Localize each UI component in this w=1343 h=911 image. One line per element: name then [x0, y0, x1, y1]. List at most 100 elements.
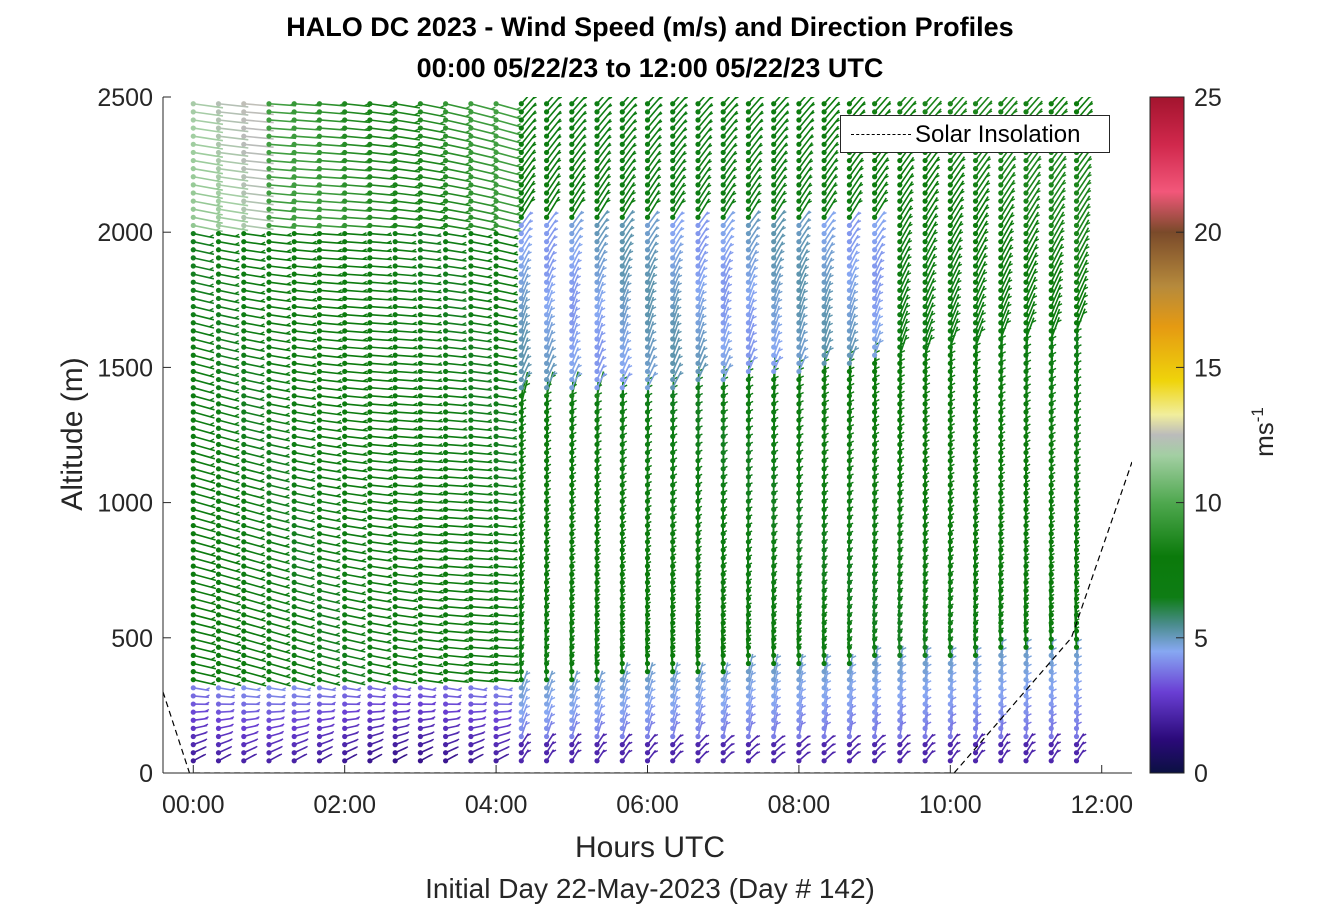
wind-barb — [268, 346, 291, 352]
wind-barb-dot — [190, 385, 196, 391]
wind-barb-dot — [190, 157, 196, 164]
wind-barb-dot — [543, 531, 550, 537]
wind-barb — [268, 654, 291, 663]
wind-barb-dot — [442, 279, 449, 285]
wind-barb-flag — [259, 339, 265, 343]
wind-barb-flag — [438, 638, 443, 642]
wind-barb — [445, 240, 467, 246]
wind-barb-dot — [543, 157, 550, 164]
wind-barb-dot — [316, 125, 323, 131]
wind-barb-flag — [412, 622, 418, 627]
wind-barb — [445, 111, 472, 119]
wind-barb-dot — [392, 247, 398, 253]
wind-barb-flag — [310, 453, 316, 457]
wind-barb-dot — [442, 506, 449, 512]
wind-barb-dot — [594, 271, 600, 277]
wind-barb — [268, 484, 290, 491]
wind-barb-dot — [619, 750, 625, 756]
wind-barb — [268, 305, 292, 311]
wind-barb-dot — [543, 693, 550, 699]
wind-barb-flag — [436, 297, 442, 301]
wind-barb-dot — [367, 409, 373, 415]
wind-barb-dot — [468, 628, 474, 634]
wind-barb — [294, 532, 315, 540]
wind-barb-flag — [405, 708, 411, 713]
wind-barb-flag — [436, 337, 442, 342]
wind-barb-flag — [438, 556, 443, 561]
wind-barb — [218, 257, 240, 263]
wind-barb-flag — [436, 265, 442, 269]
wind-barb-flag — [311, 289, 317, 293]
wind-barb-dot — [316, 693, 323, 699]
wind-barb-dot — [342, 125, 348, 131]
wind-barb-dot — [316, 498, 323, 504]
wind-barb-flag — [439, 113, 445, 117]
wind-barb — [193, 232, 215, 239]
wind-barb-flag — [234, 348, 239, 352]
wind-barb-dot — [493, 255, 499, 261]
wind-barb-dot — [569, 482, 575, 488]
wind-barb-dot — [266, 247, 272, 253]
wind-barb-dot — [442, 677, 449, 683]
wind-barb-dot — [266, 595, 272, 602]
wind-barb — [243, 630, 266, 639]
wind-barb-dot — [291, 376, 297, 383]
wind-barb-flag — [281, 701, 286, 705]
wind-barb — [294, 184, 322, 188]
wind-barb-dot — [190, 360, 196, 366]
wind-barb-dot — [695, 733, 701, 740]
wind-barb-flag — [386, 623, 392, 627]
wind-barb-dot — [342, 206, 348, 212]
wind-barb-flag — [311, 363, 316, 367]
wind-barb-dot — [316, 725, 323, 731]
wind-barb-dot — [417, 141, 423, 147]
wind-barb — [319, 135, 346, 139]
wind-barb-dot — [291, 101, 297, 107]
wind-barb-dot — [190, 376, 196, 383]
wind-barb-flag — [360, 623, 366, 628]
wind-barb-dot — [518, 547, 524, 553]
wind-barb-dot — [241, 449, 247, 456]
wind-barb-dot — [468, 441, 474, 448]
wind-barb-dot — [266, 474, 272, 480]
wind-barb-flag — [361, 542, 367, 546]
wind-barb-dot — [417, 701, 423, 707]
wind-barb-dot — [493, 441, 499, 448]
wind-barb — [268, 516, 290, 524]
wind-barb-flag — [411, 671, 417, 676]
wind-barb-flag — [210, 544, 216, 548]
wind-barb-flag — [479, 753, 484, 757]
wind-barb-dot — [266, 239, 272, 245]
wind-barb-flag — [335, 591, 340, 595]
wind-barb-flag — [405, 723, 410, 727]
wind-barb — [319, 151, 346, 156]
wind-barb-dot — [493, 157, 499, 164]
wind-barb-flag — [487, 548, 493, 552]
wind-barb-flag — [234, 282, 240, 287]
wind-barb-dot — [569, 514, 575, 521]
wind-barb-dot — [594, 742, 600, 748]
wind-barb — [294, 549, 315, 556]
wind-barb-dot — [241, 222, 247, 229]
wind-barb-dot — [493, 498, 499, 504]
wind-barb — [344, 135, 371, 140]
wind-barb-flag — [256, 687, 261, 691]
wind-barb-dot — [266, 295, 272, 302]
wind-barb-flag — [336, 436, 342, 440]
wind-barb-flag — [463, 621, 469, 626]
wind-barb-flag — [235, 527, 240, 532]
wind-barb-flag — [387, 459, 393, 464]
wind-barb-dot — [367, 320, 373, 326]
wind-barb-dot — [190, 587, 196, 594]
wind-barb-dot — [417, 669, 423, 675]
wind-barb-flag — [413, 524, 418, 529]
wind-barb — [369, 119, 395, 124]
wind-barb-dot — [215, 701, 222, 707]
wind-barb-dot — [644, 271, 651, 277]
wind-barb-flag — [437, 418, 443, 423]
wind-barb-dot — [695, 669, 701, 675]
wind-barb-dot — [442, 579, 449, 585]
wind-barb-dot — [266, 709, 272, 715]
wind-barb — [243, 622, 266, 630]
wind-barb — [243, 508, 265, 516]
